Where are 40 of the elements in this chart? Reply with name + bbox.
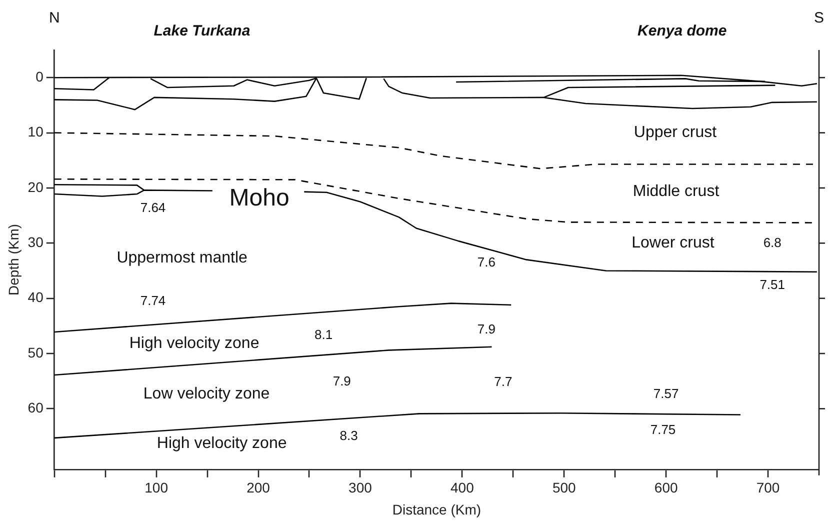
annotation: 8.3 (340, 428, 358, 443)
text: S (814, 10, 824, 27)
annotation: 6.8 (763, 234, 782, 250)
y-axis-title: Depth (Km) (5, 224, 22, 296)
annotation: 7.75 (650, 422, 676, 437)
annotation: High velocity zone (156, 435, 287, 452)
annotation: Moho (229, 184, 290, 212)
x-axis-title: Distance (Km) (392, 501, 482, 518)
text: Lake Turkana (154, 22, 250, 40)
annotation: 7.57 (653, 386, 679, 401)
y-tick-label: 60 (28, 400, 44, 416)
text: N (48, 10, 60, 27)
x-tick-label: 500 (552, 480, 576, 496)
x-tick-label: 400 (450, 480, 474, 496)
annotation: Upper crust (634, 124, 718, 142)
x-tick-label: 600 (654, 480, 678, 496)
annotation: 7.9 (477, 322, 496, 337)
annotation: 7.64 (140, 200, 166, 216)
y-tick-label: 0 (36, 68, 44, 84)
y-tick-label: 40 (28, 289, 44, 306)
y-tick-label: 30 (28, 234, 44, 250)
x-tick-label: 100 (144, 480, 168, 496)
x-tick-label: 700 (756, 480, 780, 496)
annotation: High velocity zone (129, 334, 260, 352)
text: Kenya dome (638, 22, 727, 40)
annotation: Low velocity zone (143, 385, 270, 402)
annotation: 7.51 (760, 276, 786, 292)
annotation: 7.6 (477, 254, 496, 270)
y-tick-label: 50 (28, 344, 44, 360)
annotation: Middle crust (632, 183, 720, 200)
annotation: Uppermost mantle (116, 249, 248, 266)
annotation: Lower crust (632, 234, 715, 252)
y-tick-label: 20 (28, 178, 44, 195)
y-tick-label: 10 (28, 124, 44, 140)
annotation: 7.74 (140, 292, 166, 308)
annotation: 7.9 (332, 374, 351, 389)
annotation: 7.7 (494, 374, 512, 390)
x-tick-label: 200 (246, 480, 270, 496)
x-tick-label: 300 (348, 480, 372, 496)
annotation: 8.1 (314, 327, 333, 342)
